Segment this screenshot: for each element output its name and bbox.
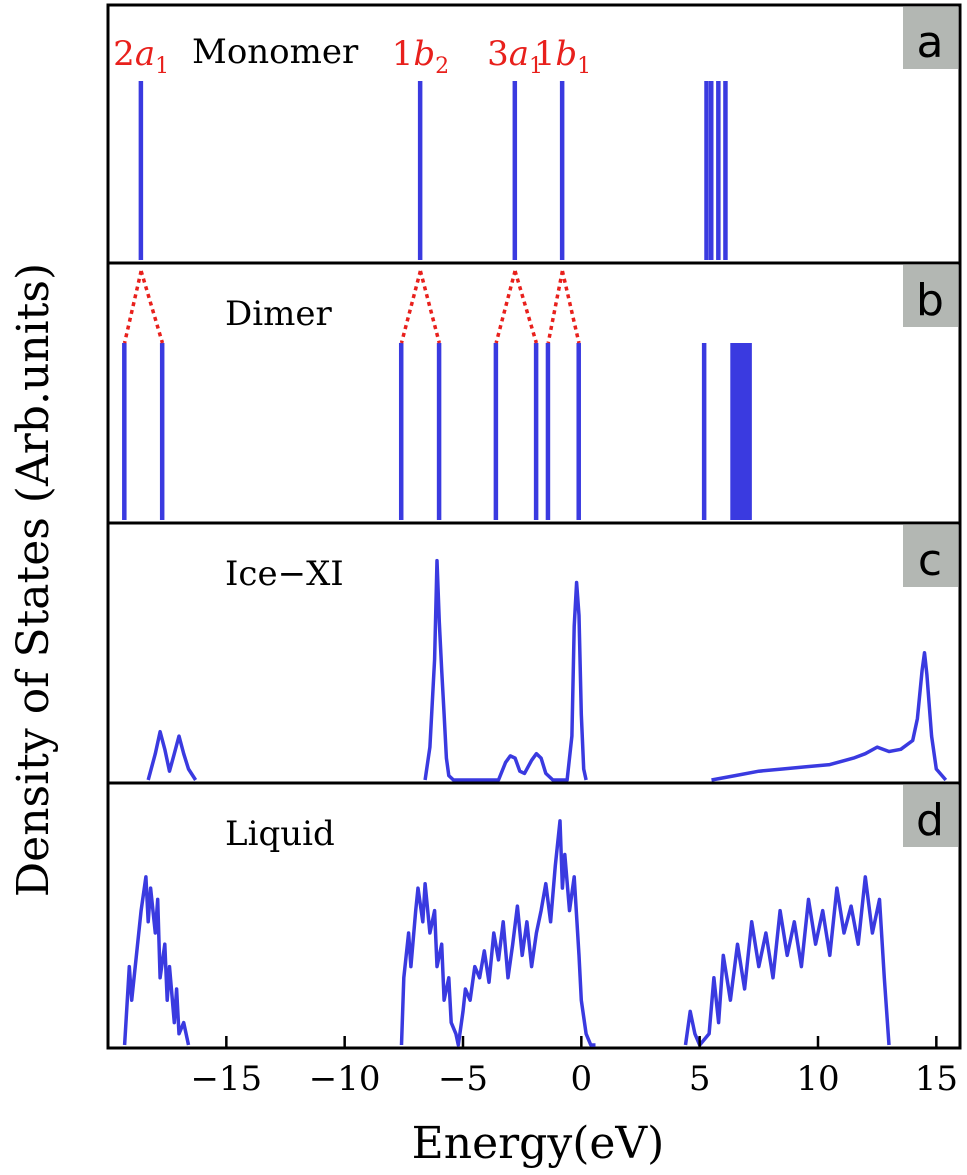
x-tick-label: −15 [190, 1059, 262, 1099]
splitting-line [546, 270, 565, 344]
x-tick-label: 15 [915, 1059, 958, 1099]
panel-c: c Ice−XI [106, 521, 962, 785]
level-bar [704, 81, 709, 260]
y-axis-label-group: Density of States (Arb.units) [8, 263, 59, 897]
splitting-line [418, 270, 442, 344]
panel-d-frame [106, 781, 962, 1050]
panel-a-tag: a [917, 17, 944, 68]
orbital-label: 3a1 [487, 34, 543, 79]
level-bar [746, 343, 752, 520]
x-tick-label: 0 [571, 1059, 593, 1099]
orbital-label: 2a1 [113, 34, 169, 79]
panel-d-tag-bg [903, 785, 958, 847]
panel-d-title: Liquid [225, 814, 335, 854]
level-bar [398, 343, 404, 520]
panel-d-tag: d [916, 795, 944, 846]
splitting-line [139, 270, 165, 344]
panel-b-title: Dimer [225, 294, 332, 334]
level-bar [576, 343, 581, 520]
orbital-label: 1b2 [392, 34, 449, 79]
panel-c-tag: c [918, 535, 942, 586]
splitting-line [513, 270, 539, 344]
level-bar [122, 343, 127, 520]
splitting-line [122, 270, 143, 344]
splitting-line [494, 270, 517, 344]
panel-b-tag-bg [903, 265, 958, 327]
dos-line [423, 558, 588, 782]
splitting-line [399, 270, 423, 344]
panel-c-tag-bg [903, 525, 958, 587]
panel-d: d Liquid [106, 781, 962, 1050]
dos-line [683, 875, 891, 1047]
level-bar [709, 81, 714, 260]
dos-line [399, 819, 596, 1047]
level-bar [138, 81, 144, 260]
panel-a-tag-bg [903, 7, 958, 69]
dos-line [146, 729, 198, 781]
x-ticks-group: −15 −10 −5 0 5 10 15 [190, 1036, 958, 1099]
orbital-label: 1b1 [534, 34, 591, 79]
x-axis-label: Energy(eV) [412, 1118, 665, 1169]
level-bar [701, 343, 707, 520]
panel-c-title: Ice−XI [225, 554, 344, 594]
x-tick-label: −10 [309, 1059, 381, 1099]
level-bar [436, 343, 442, 520]
splitting-line [560, 270, 581, 344]
dos-line [122, 875, 191, 1046]
panel-b: b Dimer [106, 261, 962, 525]
level-bar [723, 81, 728, 260]
level-bar [559, 81, 565, 260]
level-bar [533, 343, 539, 520]
x-tick-label: −5 [438, 1059, 488, 1099]
x-tick-label: 10 [796, 1059, 839, 1099]
level-bar [716, 81, 721, 260]
panel-b-tag: b [916, 275, 944, 326]
panel-a-title: Monomer [192, 32, 359, 72]
level-bar [512, 81, 518, 260]
level-bar [159, 343, 165, 520]
level-bar [545, 343, 551, 520]
x-tick-label: 5 [689, 1059, 711, 1099]
level-bar [493, 343, 499, 520]
level-bar [417, 81, 423, 260]
dos-line [711, 650, 948, 782]
y-axis-label: Density of States (Arb.units) [8, 263, 59, 897]
